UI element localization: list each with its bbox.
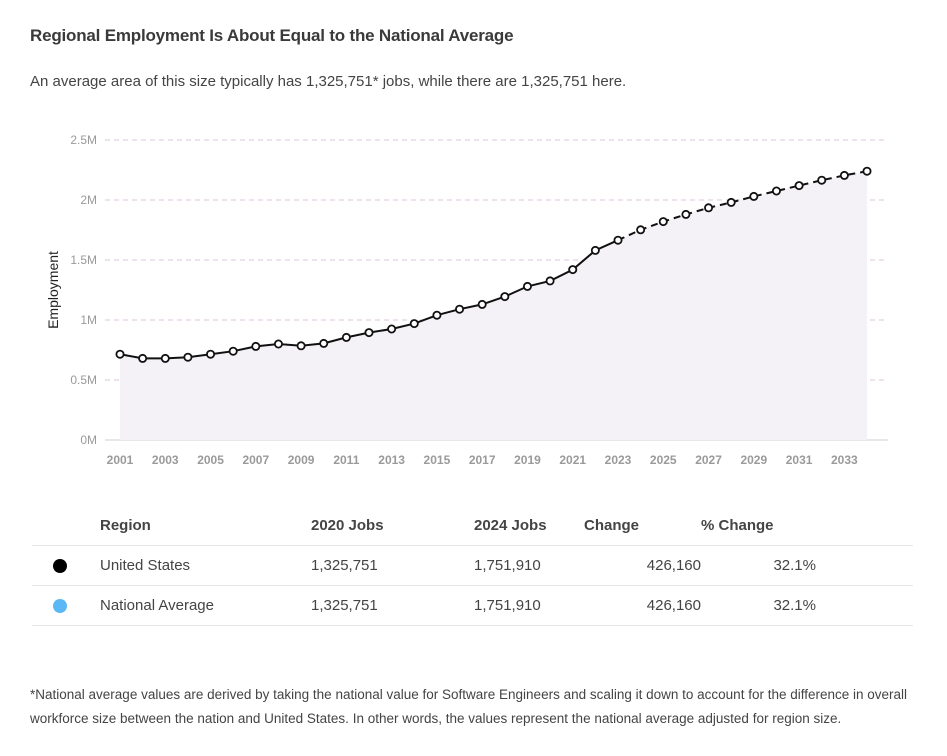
- panel-subtitle: An average area of this size typically h…: [30, 73, 627, 90]
- data-point[interactable]: [387, 324, 397, 334]
- y-tick-label: 2M: [80, 193, 97, 207]
- header-spacer: [816, 505, 913, 546]
- row-change: 426,160: [584, 585, 701, 626]
- data-point[interactable]: [568, 265, 578, 275]
- series-area: [120, 171, 867, 440]
- y-tick-label: 0M: [80, 433, 97, 447]
- row-2024-jobs: 1,751,910: [474, 585, 584, 626]
- header-2024-jobs: 2024 Jobs: [474, 505, 584, 546]
- table-header-row: Region 2020 Jobs 2024 Jobs Change % Chan…: [32, 505, 913, 546]
- data-point[interactable]: [364, 328, 374, 338]
- header-region: Region: [100, 505, 311, 546]
- data-point[interactable]: [115, 349, 125, 359]
- row-pct-change: 32.1%: [701, 585, 816, 626]
- header-pct-change: % Change: [701, 505, 816, 546]
- data-point[interactable]: [522, 281, 532, 291]
- x-tick-label: 2017: [469, 453, 496, 467]
- y-tick-label: 1.5M: [70, 253, 97, 267]
- x-tick-label: 2009: [288, 453, 315, 467]
- data-point[interactable]: [206, 349, 216, 359]
- data-point[interactable]: [771, 186, 781, 196]
- x-tick-label: 2005: [197, 453, 224, 467]
- data-point[interactable]: [273, 339, 283, 349]
- x-tick-label: 2033: [831, 453, 858, 467]
- table-row: National Average 1,325,751 1,751,910 426…: [32, 585, 913, 626]
- data-point[interactable]: [500, 292, 510, 302]
- data-point[interactable]: [590, 245, 600, 255]
- data-point[interactable]: [636, 225, 646, 235]
- x-tick-label: 2001: [107, 453, 134, 467]
- data-point[interactable]: [817, 175, 827, 185]
- row-2024-jobs: 1,751,910: [474, 545, 584, 586]
- row-change: 426,160: [584, 545, 701, 586]
- data-point[interactable]: [228, 346, 238, 356]
- x-tick-label: 2007: [242, 453, 269, 467]
- x-tick-label: 2021: [559, 453, 586, 467]
- x-tick-label: 2003: [152, 453, 179, 467]
- data-point[interactable]: [296, 341, 306, 351]
- row-2020-jobs: 1,325,751: [311, 545, 474, 586]
- row-pct-change: 32.1%: [701, 545, 816, 586]
- data-point[interactable]: [613, 235, 623, 245]
- y-tick-label: 2.5M: [70, 133, 97, 147]
- row-2020-jobs: 1,325,751: [311, 585, 474, 626]
- employment-summary-table: Region 2020 Jobs 2024 Jobs Change % Chan…: [32, 505, 913, 626]
- x-tick-label: 2029: [740, 453, 767, 467]
- data-point[interactable]: [862, 166, 872, 176]
- data-point[interactable]: [138, 353, 148, 363]
- data-point[interactable]: [341, 332, 351, 342]
- x-tick-label: 2015: [424, 453, 451, 467]
- legend-dot-national-average: [53, 599, 67, 614]
- x-tick-label: 2025: [650, 453, 677, 467]
- data-point[interactable]: [794, 181, 804, 191]
- data-point[interactable]: [455, 304, 465, 314]
- chart-data-points: [115, 166, 872, 363]
- data-point[interactable]: [839, 170, 849, 180]
- y-tick-label: 1M: [80, 313, 97, 327]
- data-point[interactable]: [160, 353, 170, 363]
- data-point[interactable]: [726, 197, 736, 207]
- header-change: Change: [584, 505, 701, 546]
- header-2020-jobs: 2020 Jobs: [311, 505, 474, 546]
- data-point[interactable]: [251, 341, 261, 351]
- x-tick-label: 2023: [605, 453, 632, 467]
- header-dot: [32, 505, 100, 546]
- data-point[interactable]: [409, 319, 419, 329]
- x-tick-label: 2031: [786, 453, 813, 467]
- chart-area-fill: [120, 171, 867, 440]
- legend-dot-united-states: [53, 559, 67, 574]
- y-axis-label: Employment: [45, 251, 61, 329]
- data-point[interactable]: [183, 352, 193, 362]
- data-point[interactable]: [704, 203, 714, 213]
- row-region: United States: [100, 545, 311, 586]
- data-point[interactable]: [319, 338, 329, 348]
- data-point[interactable]: [749, 191, 759, 201]
- panel-title: Regional Employment Is About Equal to th…: [30, 26, 514, 45]
- data-point[interactable]: [658, 217, 668, 227]
- x-tick-label: 2013: [378, 453, 405, 467]
- x-axis-ticks: 2001 2003 2005 2007 2009 2011 2013 2015 2017 2019…: [107, 453, 858, 467]
- data-point[interactable]: [545, 276, 555, 286]
- x-tick-label: 2027: [695, 453, 722, 467]
- y-axis-ticks: 0M 0.5M 1M 1.5M 2M 2.5M: [70, 133, 97, 447]
- x-tick-label: 2011: [333, 453, 359, 467]
- data-point[interactable]: [681, 209, 691, 219]
- data-point[interactable]: [477, 299, 487, 309]
- footnote: *National average values are derived by …: [30, 687, 908, 726]
- table-row: United States 1,325,751 1,751,910 426,16…: [32, 545, 913, 586]
- row-region: National Average: [100, 585, 311, 626]
- x-tick-label: 2019: [514, 453, 541, 467]
- data-point[interactable]: [432, 310, 442, 320]
- y-tick-label: 0.5M: [70, 373, 97, 387]
